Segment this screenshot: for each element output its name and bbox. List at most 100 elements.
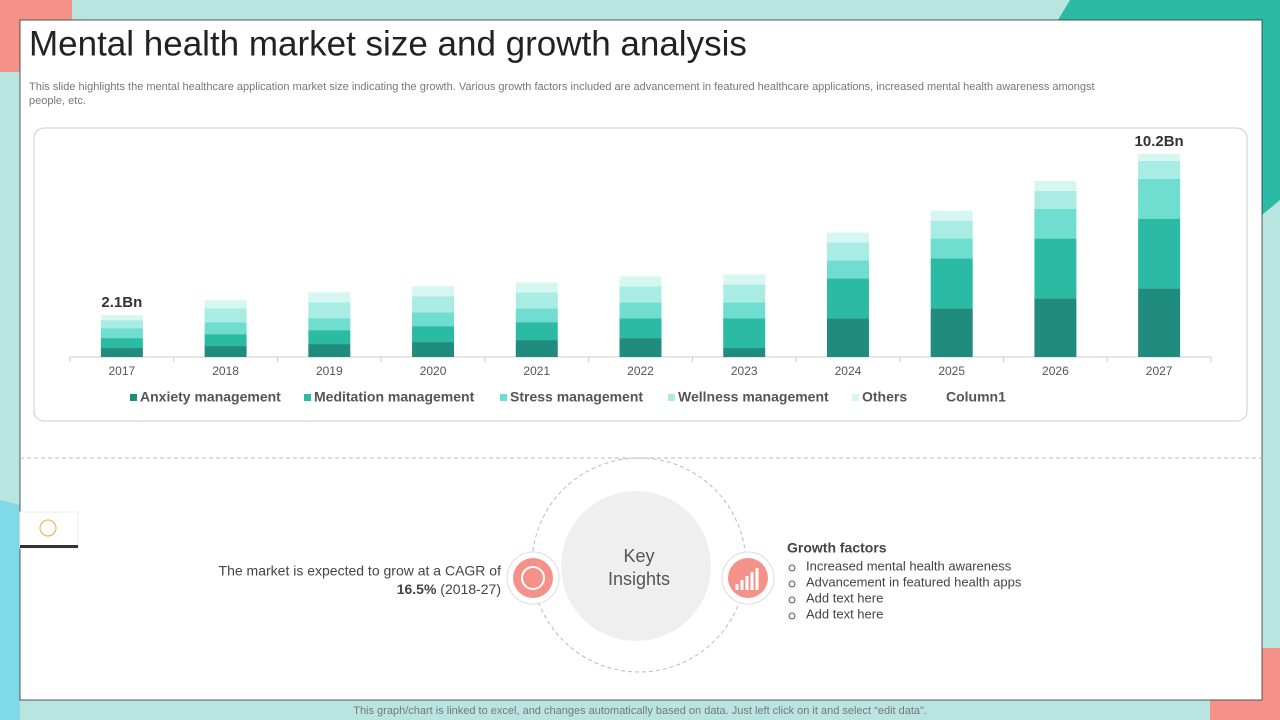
corner-decor [0,500,20,720]
bar-segment [826,232,869,243]
bar-segment [826,318,869,357]
legend-label: Meditation management [314,389,475,405]
subtitle: This slide highlights the mental healthc… [29,81,1095,93]
thumbnail [39,519,57,537]
legend-label: Others [862,389,907,405]
legend-label: Stress management [510,389,643,405]
bar-segment [1138,218,1181,289]
bar-segment [723,318,766,349]
bar-segment [204,308,247,323]
bar-segment [826,242,869,261]
bar-segment [1138,153,1181,161]
x-tick-label: 2020 [420,364,447,378]
growth-list: Increased mental health awarenessAdvance… [788,558,1022,621]
bar-segment [826,278,869,319]
bar-segment [412,286,455,297]
cagr-period: (2018-27) [440,581,501,597]
cagr-value: 16.5% [397,581,437,597]
legend-label: Column1 [946,389,1006,405]
legend-label: Anxiety management [140,389,281,405]
bullet [788,580,796,588]
cagr-value: 16.5% (2018-27) [397,581,501,597]
bar-segment [515,292,558,309]
bar-segment [723,274,766,285]
bar-segment [1138,288,1181,357]
bar-segment [619,318,662,339]
cagr-text: The market is expected to grow at a CAGR… [219,563,502,579]
legend-marker [304,394,311,401]
bar-segment [412,312,455,327]
thumbnail [20,545,78,548]
center-text: Insights [608,569,670,589]
bar-segment [619,276,662,287]
bar-segment [515,340,558,357]
legend-marker [668,394,675,401]
bar-segment [412,326,455,343]
bar-segment [619,302,662,319]
bar-segment [1034,208,1077,239]
bar-segment [619,286,662,303]
thumbnail [19,511,79,549]
x-tick-label: 2023 [731,364,758,378]
growth-title: Growth factors [787,540,887,556]
bar-segment [100,328,143,339]
bar-segment [1034,190,1077,209]
bar-segment [930,210,973,221]
bar-segment [100,315,143,321]
bar-segment [204,334,247,347]
bar-segment [308,302,351,319]
bar-segment [515,322,558,341]
x-tick-label: 2017 [109,364,136,378]
bar-segment [100,320,143,329]
bar-segment [930,308,973,357]
bar-segment [204,322,247,335]
icon [513,558,553,598]
bar-segment [308,292,351,303]
chart: 2017 2018 2019 2020 2021 2022 2023 2024 2025 2026… [69,133,1212,405]
x-tick-label: 2024 [835,364,862,378]
bar-segment [204,300,247,309]
icon [521,566,545,590]
x-tick-label: 2021 [523,364,550,378]
bar-segment [826,260,869,279]
x-tick-label: 2022 [627,364,654,378]
bar-segment [308,330,351,345]
x-tick-label: 2025 [938,364,965,378]
bar-segment [412,296,455,313]
bar-segment [1034,238,1077,299]
bar-segment [930,238,973,259]
legend-marker [852,394,859,401]
bullet [788,596,796,604]
legend-marker [500,394,507,401]
bar-segment [1138,178,1181,219]
center-circle [561,491,711,641]
bar-segment [308,344,351,357]
bar-segment [515,308,558,323]
bar-segment [723,348,766,357]
title: Mental health market size and growth ana… [29,24,747,63]
total-label: 2.1Bn [101,294,142,311]
bar-segment [308,318,351,331]
growth-item: Advancement in featured health apps [806,574,1022,589]
bar-segment [412,342,455,357]
subtitle: people, etc. [29,95,86,107]
bar-segment [1138,160,1181,179]
growth-item: Add text here [806,606,883,621]
bullet [788,564,796,572]
legend-marker [130,394,137,401]
growth-item: Increased mental health awareness [806,558,1012,573]
bullet [788,612,796,620]
center-text: Key [623,546,654,566]
bar-segment [619,338,662,357]
x-tick-label: 2019 [316,364,343,378]
bar-segment [204,346,247,357]
icon [735,568,759,590]
bar-segment [723,284,766,303]
total-label: 10.2Bn [1135,133,1184,150]
bar-segment [1034,180,1077,191]
bar-segment [100,338,143,349]
x-tick-label: 2026 [1042,364,1069,378]
x-tick-label: 2027 [1146,364,1173,378]
bar-segment [930,258,973,309]
